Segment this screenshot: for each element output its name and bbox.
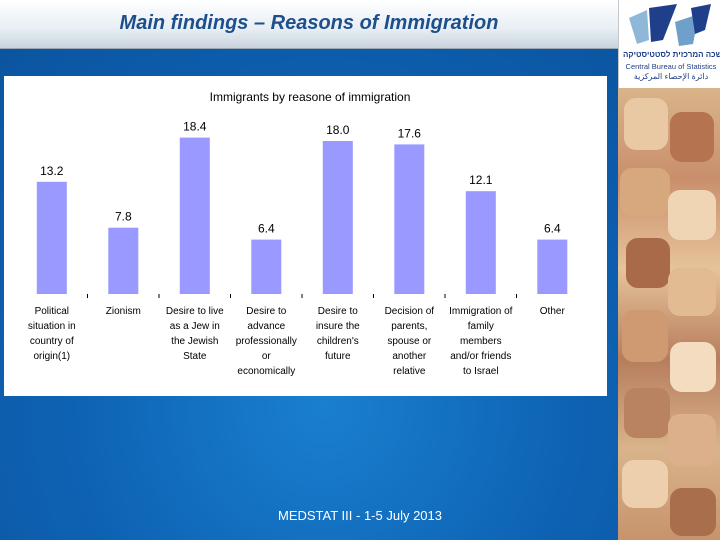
bar-5 [394,144,425,294]
bar-4 [322,141,353,294]
category-label-0: Political situation in country of origin(1) [28,306,76,362]
logo-hebrew-name: הלשכה המרכזית לסטטיסטיקה [623,50,720,59]
category-label-1: Zionism [106,306,141,317]
logo-english-name: Central Bureau of Statistics [625,62,717,71]
category-label-6: Immigration of family members and/or friend… [449,306,513,377]
logo-box: הלשכה המרכזית לסטטיסטיקה Central Bureau … [618,0,720,88]
data-label-1: 7.8 [115,210,132,224]
logo-arabic-name: دائرة الإحصاء المركزية [633,72,709,81]
title-bar: Main findings – Reasons of Immigration [0,0,618,49]
data-label-6: 12.1 [469,173,493,187]
data-label-7: 6.4 [544,222,561,236]
category-label-4: Desire to insure the children's future [316,306,360,362]
chart-panel: Immigrants by reasone of immigration 13.… [4,76,607,396]
bar-0 [36,181,67,294]
category-label-7: Other [540,306,566,317]
bar-7 [537,239,568,294]
category-label-3: Desire to advance professionally or economic… [236,306,297,377]
bar-1 [108,227,139,294]
puzzle-faces-strip [618,88,720,540]
bar-6 [465,191,496,294]
chart-title: Immigrants by reasone of immigration [210,90,411,104]
bar-3 [251,239,282,294]
data-label-2: 18.4 [183,120,207,134]
data-label-5: 17.6 [398,126,422,140]
bar-2 [179,137,210,294]
footer-text: MEDSTAT III - 1-5 July 2013 [278,508,442,523]
bar-chart: Immigrants by reasone of immigration 13.… [28,90,568,377]
category-label-5: Decision of parents, spouse or another relat… [385,306,435,377]
data-label-4: 18.0 [326,123,350,137]
data-label-3: 6.4 [258,222,275,236]
slide-title: Main findings – Reasons of Immigration [119,12,499,34]
data-label-0: 13.2 [40,164,64,178]
category-label-2: Desire to live as a Jew in the Jewish State [166,306,224,362]
cbs-logo-icon [629,4,711,46]
